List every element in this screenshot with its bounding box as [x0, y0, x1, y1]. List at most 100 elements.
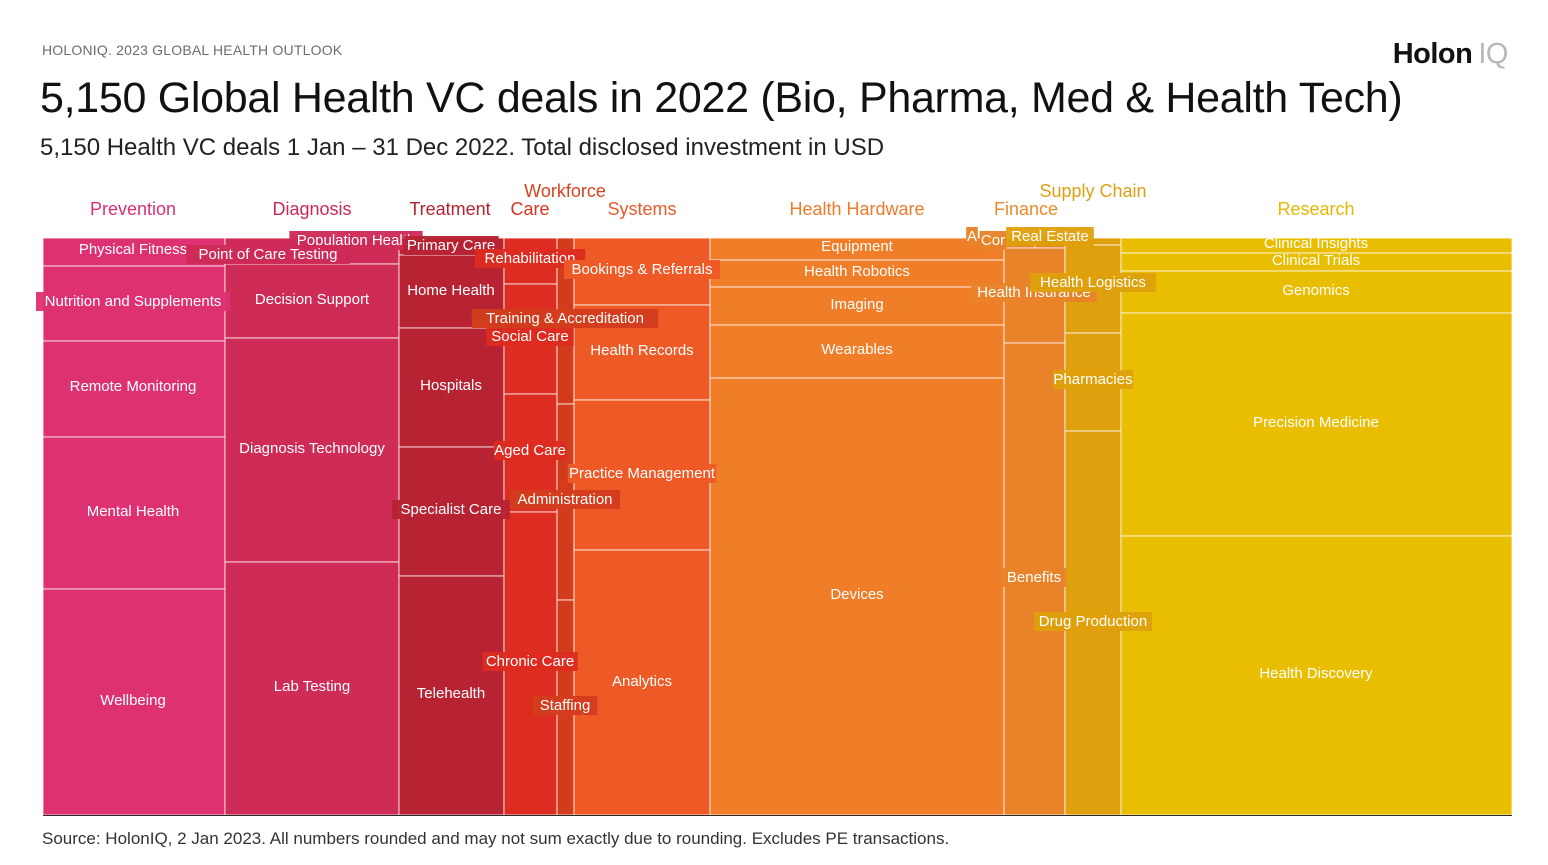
tile-label-rehabilitation: Rehabilitation	[485, 250, 576, 267]
tile-diagnosis-technology[interactable]	[224, 337, 400, 563]
tile-label-point-of-care-testing: Point of Care Testing	[199, 246, 338, 263]
tile-label-box-social-care	[486, 327, 574, 346]
tile-label-group-precision-medicine: Precision Medicine	[1253, 414, 1379, 431]
tile-label-box-cor	[979, 231, 1007, 250]
tile-label-specialist-care: Specialist Care	[401, 501, 502, 518]
tile-label-genomics: Genomics	[1282, 282, 1350, 299]
tile-label-group-health-records: Health Records	[590, 342, 693, 359]
tile-label-group-rehabilitation: Rehabilitation	[474, 249, 586, 268]
tile-label-group-chronic-care: Chronic Care	[482, 652, 578, 671]
treemap-tiles	[42, 237, 1513, 816]
tile-label-group-administration: Administration	[509, 490, 621, 509]
tile-wellbeing[interactable]	[42, 588, 226, 816]
tile-decision-support[interactable]	[224, 263, 400, 339]
category-label-workforce: Workforce	[524, 181, 606, 201]
tile-label-group-hospitals: Hospitals	[420, 377, 482, 394]
tile-label-health-robotics: Health Robotics	[804, 263, 910, 280]
tile-remote-monitoring[interactable]	[42, 340, 226, 438]
tile-label-group-health-discovery: Health Discovery	[1259, 665, 1373, 682]
tile-label-group-imaging: Imaging	[830, 296, 883, 313]
tile-label-box-staffing	[532, 696, 598, 715]
tile-label-box-administration	[509, 490, 621, 509]
tile-imaging[interactable]	[709, 286, 1005, 326]
tile-label-group-telehealth: Telehealth	[417, 685, 485, 702]
tile-label-group-pharmacies: Pharmacies	[1053, 370, 1133, 389]
tile-label-box-drug-production	[1034, 612, 1152, 631]
tile-label-wellbeing: Wellbeing	[100, 692, 166, 709]
tile-label-drug-production: Drug Production	[1039, 613, 1147, 630]
category-label-systems: Systems	[607, 199, 676, 219]
tile-label-group-point-of-care-testing: Point of Care Testing	[186, 245, 350, 264]
tile-label-box-bookings-and-referrals	[564, 260, 720, 279]
tile-mental-health[interactable]	[42, 436, 226, 590]
tile-label-remote-monitoring: Remote Monitoring	[70, 378, 197, 395]
tile-telehealth[interactable]	[398, 575, 505, 816]
tile-wearables[interactable]	[709, 324, 1005, 379]
tile-label-telehealth: Telehealth	[417, 685, 485, 702]
tile-label-box-benefits	[1001, 568, 1067, 587]
chart-subtitle: 5,150 Health VC deals 1 Jan – 31 Dec 202…	[40, 134, 885, 161]
tile-label-benefits: Benefits	[1007, 569, 1061, 586]
tile-label-chronic-care: Chronic Care	[486, 653, 574, 670]
tile-label-group-nutrition-and-supplements: Nutrition and Supplements	[36, 292, 230, 311]
tile-label-hospitals: Hospitals	[420, 377, 482, 394]
tile-devices[interactable]	[709, 377, 1005, 816]
tile-label-group-lab-testing: Lab Testing	[274, 678, 350, 695]
tile-label-staffing: Staffing	[540, 697, 591, 714]
category-label-finance: Finance	[994, 199, 1058, 219]
tile-label-group-real-estate: Real Estate	[1006, 227, 1094, 246]
tile-hospitals[interactable]	[398, 327, 505, 448]
tile-label-lab-testing: Lab Testing	[274, 678, 350, 695]
tile-label-group-wellbeing: Wellbeing	[100, 692, 166, 709]
tile-label-decision-support: Decision Support	[255, 291, 370, 308]
tile-label-group-aged-care: Aged Care	[493, 441, 567, 460]
tile-label-home-health: Home Health	[407, 282, 495, 299]
tile-label-group-clinical-trials: Clinical Trials	[1272, 252, 1360, 269]
chart-title: 5,150 Global Health VC deals in 2022 (Bi…	[40, 74, 1403, 122]
tile-label-group-genomics: Genomics	[1282, 282, 1350, 299]
tile-label-real-estate: Real Estate	[1011, 228, 1089, 245]
tile-label-box-point-of-care-testing	[186, 245, 350, 264]
tile-label-box-practice-management	[567, 464, 717, 483]
tile-label-mental-health: Mental Health	[87, 503, 180, 520]
tile-label-group-mental-health: Mental Health	[87, 503, 180, 520]
tile-label-health-records: Health Records	[590, 342, 693, 359]
tile-label-box-aged-care	[493, 441, 567, 460]
tile-precision-medicine[interactable]	[1120, 312, 1513, 537]
tile-label-box-real-estate	[1006, 227, 1094, 246]
tile-label-group-home-health: Home Health	[407, 282, 495, 299]
tile-label-box-training-and-accreditation	[471, 309, 659, 328]
tile-health-discovery[interactable]	[1120, 535, 1513, 816]
tile-label-box-chronic-care	[482, 652, 578, 671]
tile-label-nutrition-and-supplements: Nutrition and Supplements	[45, 293, 222, 310]
tile-label-group-a: A	[966, 227, 978, 246]
tile-label-clinical-insights: Clinical Insights	[1264, 235, 1368, 252]
tile-label-pharmacies: Pharmacies	[1053, 371, 1132, 388]
tile-label-social-care: Social Care	[491, 328, 569, 345]
category-label-prevention: Prevention	[90, 199, 176, 219]
tile-label-group-analytics: Analytics	[612, 673, 672, 690]
tile-label-diagnosis-technology: Diagnosis Technology	[239, 440, 385, 457]
tile-label-aged-care: Aged Care	[494, 442, 566, 459]
tile-label-group-staffing: Staffing	[532, 696, 598, 715]
tile-label-group-equipment: Equipment	[821, 238, 894, 255]
tile-label-box-health-logistics	[1030, 273, 1156, 292]
tile-label-health-discovery: Health Discovery	[1259, 665, 1373, 682]
tile-label-precision-medicine: Precision Medicine	[1253, 414, 1379, 431]
tile-label-group-practice-management: Practice Management	[567, 464, 717, 483]
tile-label-clinical-trials: Clinical Trials	[1272, 252, 1360, 269]
tile-lab-testing[interactable]	[224, 561, 400, 816]
tile-label-group-drug-production: Drug Production	[1034, 612, 1152, 631]
tile-label-bookings-and-referrals: Bookings & Referrals	[572, 261, 713, 278]
tile-label-imaging: Imaging	[830, 296, 883, 313]
category-label-care: Care	[510, 199, 549, 219]
category-label-research: Research	[1277, 199, 1354, 219]
tile-label-population-health: Population Health	[297, 232, 415, 249]
tile-label-group-clinical-insights: Clinical Insights	[1264, 235, 1368, 252]
tile-label-group-decision-support: Decision Support	[255, 291, 370, 308]
tile-label-wearables: Wearables	[821, 341, 892, 358]
category-headers: Prevention Diagnosis Treatment CareWorkforc…	[90, 181, 1355, 219]
logo-suffix-text: IQ	[1478, 38, 1508, 70]
tile-analytics[interactable]	[573, 549, 711, 816]
